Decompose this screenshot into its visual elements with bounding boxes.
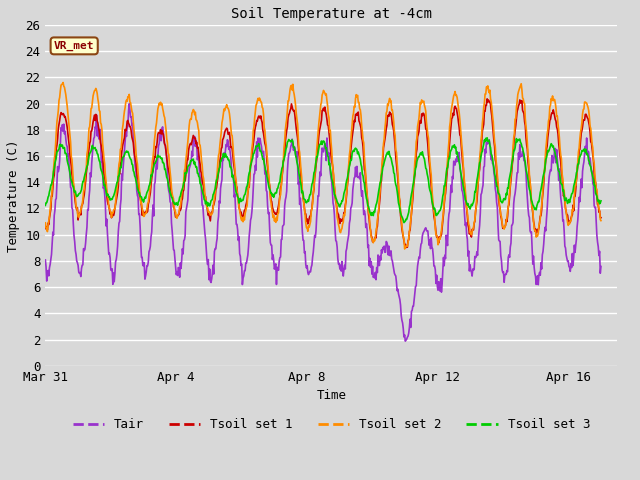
Tsoil set 1	[467, 232, 475, 238]
Text: VR_met: VR_met	[54, 41, 95, 51]
Legend: Tair, Tsoil set 1, Tsoil set 2, Tsoil set 3: Tair, Tsoil set 1, Tsoil set 2, Tsoil se…	[68, 413, 595, 436]
Tsoil set 1	[105, 202, 113, 208]
Tsoil set 2	[597, 218, 605, 224]
Tsoil set 1	[154, 132, 162, 137]
Tair	[377, 257, 385, 263]
Title: Soil Temperature at -4cm: Soil Temperature at -4cm	[231, 7, 432, 21]
Y-axis label: Temperature (C): Temperature (C)	[7, 139, 20, 252]
Tsoil set 1	[116, 161, 124, 167]
Tsoil set 2	[42, 220, 49, 226]
Tsoil set 2	[60, 80, 67, 85]
Tsoil set 1	[597, 215, 605, 220]
Tsoil set 3	[376, 180, 384, 186]
Tsoil set 3	[400, 220, 408, 226]
Tsoil set 3	[116, 165, 124, 170]
Tsoil set 3	[483, 135, 491, 141]
Tair	[125, 101, 133, 107]
Tsoil set 1	[42, 223, 49, 228]
Tair	[116, 203, 124, 208]
Tair	[401, 338, 409, 344]
Tsoil set 2	[377, 177, 385, 182]
Line: Tsoil set 3: Tsoil set 3	[45, 138, 601, 223]
Tsoil set 2	[106, 205, 113, 211]
Line: Tsoil set 2: Tsoil set 2	[45, 83, 601, 249]
Tsoil set 1	[329, 167, 337, 172]
Tsoil set 3	[105, 194, 113, 200]
Tsoil set 2	[155, 103, 163, 109]
Tsoil set 2	[117, 146, 125, 152]
Tsoil set 1	[402, 245, 410, 251]
Line: Tair: Tair	[45, 104, 601, 341]
Tair	[468, 269, 476, 275]
Tair	[105, 251, 113, 257]
Tair	[42, 257, 49, 263]
Tsoil set 3	[597, 198, 605, 204]
Tsoil set 1	[376, 194, 384, 200]
Tsoil set 2	[330, 173, 337, 179]
Tsoil set 2	[468, 232, 476, 238]
Tair	[330, 204, 337, 209]
Tair	[597, 264, 605, 269]
Tair	[155, 143, 163, 149]
Tsoil set 3	[154, 152, 162, 158]
Tsoil set 3	[42, 203, 49, 208]
X-axis label: Time: Time	[316, 389, 346, 402]
Tsoil set 1	[483, 96, 491, 102]
Tsoil set 3	[329, 182, 337, 188]
Tsoil set 2	[401, 246, 408, 252]
Tsoil set 3	[467, 204, 475, 210]
Line: Tsoil set 1: Tsoil set 1	[45, 99, 601, 248]
